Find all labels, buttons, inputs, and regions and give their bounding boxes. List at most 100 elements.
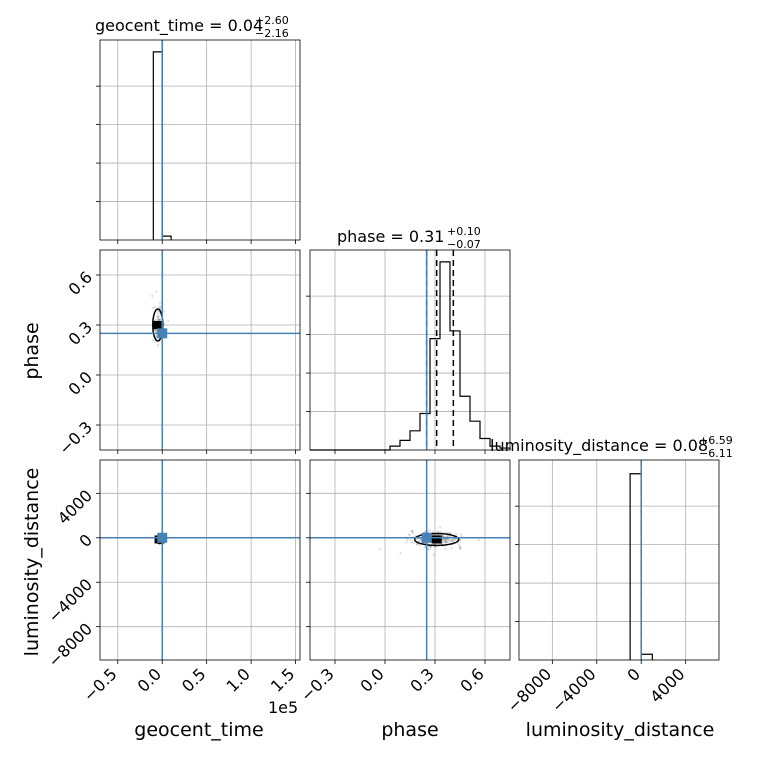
y-tick-label: 0.0 — [65, 368, 96, 399]
sample-point — [151, 306, 154, 310]
sample-point — [418, 543, 422, 547]
x-tick-labels-geocent-time: −0.5 0.0 0.5 1.0 1.5 — [80, 664, 299, 705]
sample-point — [442, 535, 445, 538]
sample-point — [157, 314, 161, 318]
svg-text:+0.10: +0.10 — [447, 225, 481, 238]
sample-point — [378, 547, 381, 551]
sample-point — [427, 548, 431, 551]
sample-point — [415, 542, 419, 546]
sample-point — [431, 530, 434, 534]
sample-point — [446, 540, 450, 544]
sample-point — [443, 538, 447, 542]
sample-point — [410, 530, 413, 534]
sample-point — [450, 540, 454, 543]
y-tick-label: 4000 — [54, 486, 96, 528]
y-axis-label-luminosity-distance: luminosity_distance — [21, 468, 43, 657]
samples — [100, 250, 300, 450]
sample-point — [439, 526, 442, 529]
x-tick-label: 1.0 — [223, 664, 254, 695]
truth-marker — [157, 532, 168, 543]
sample-point — [410, 541, 413, 544]
panel-hist-geocent-time — [96, 39, 301, 244]
y-tick-label: 0.3 — [65, 318, 96, 349]
panel-frame — [99, 459, 301, 661]
sample-point — [416, 543, 419, 546]
x-tick-label: 0.0 — [356, 664, 387, 695]
panel-distance-vs-phase — [306, 459, 511, 664]
panel-frame — [99, 249, 301, 451]
svg-text:geocent_time = 0.04: geocent_time = 0.04 — [95, 16, 263, 36]
samples — [310, 460, 510, 660]
x-tick-label: −0.5 — [80, 664, 121, 705]
sample-point — [423, 545, 426, 549]
sample-point — [458, 545, 462, 549]
sample-point — [458, 545, 461, 548]
x-tick-label: 0.0 — [134, 664, 165, 695]
sample-point — [453, 538, 456, 541]
sample-point — [154, 335, 158, 338]
sample-point — [155, 290, 158, 294]
sample-point — [428, 528, 431, 532]
histogram-step — [310, 261, 511, 451]
x-tick-label: 0.5 — [178, 664, 209, 695]
sample-point — [409, 538, 412, 542]
sample-point — [405, 540, 408, 544]
sample-point — [445, 538, 449, 541]
sample-point — [159, 305, 163, 308]
y-tick-label: 0 — [75, 530, 96, 551]
x-tick-label: 0.6 — [456, 664, 487, 695]
sample-point — [444, 539, 448, 543]
svg-text:+2.60: +2.60 — [255, 14, 289, 27]
sample-point — [399, 551, 402, 555]
sample-point — [166, 319, 170, 323]
sample-point — [412, 541, 415, 544]
sample-point — [441, 538, 444, 541]
x-axis-label-geocent-time: geocent_time — [134, 719, 263, 741]
sample-point — [458, 547, 462, 550]
y-tick-label: −8000 — [44, 619, 96, 671]
sample-point — [452, 540, 456, 543]
sample-point — [156, 344, 160, 347]
contour — [413, 532, 460, 547]
sample-point — [455, 533, 458, 536]
sample-point — [451, 539, 454, 542]
sample-point — [418, 539, 421, 542]
y-axis-label-phase: phase — [21, 322, 43, 379]
samples — [100, 460, 300, 660]
y-tick-label: −0.3 — [55, 418, 96, 459]
panel-hist-phase — [306, 249, 511, 454]
x-tick-label: −8000 — [503, 664, 555, 716]
sample-point — [158, 318, 161, 321]
x-tick-label: −0.3 — [297, 664, 338, 705]
svg-text:−6.11: −6.11 — [699, 447, 733, 460]
sample-point — [458, 538, 462, 542]
sample-point — [156, 318, 160, 321]
sample-point — [423, 530, 426, 533]
sample-point — [443, 538, 446, 541]
sample-point — [428, 545, 431, 548]
svg-text:+6.59: +6.59 — [699, 434, 733, 447]
sample-point — [429, 546, 433, 549]
sample-point — [151, 338, 154, 342]
sample-point — [154, 329, 158, 332]
title-luminosity-distance: luminosity_distance = 0.08 +6.59 −6.11 — [490, 434, 733, 460]
x-tick-label: 0.3 — [406, 664, 437, 695]
sample-point — [443, 539, 446, 542]
sample-point — [457, 542, 460, 545]
x-tick-label: 1.5 — [267, 664, 298, 695]
svg-text:luminosity_distance = 0.08: luminosity_distance = 0.08 — [490, 436, 708, 456]
sample-point — [448, 539, 451, 542]
sample-point — [158, 301, 162, 304]
sample-point — [153, 306, 157, 309]
panel-frame — [518, 459, 720, 661]
sample-point — [436, 530, 439, 533]
sample-point — [412, 532, 415, 535]
y-tick-label: −4000 — [44, 575, 96, 627]
sample-point — [432, 553, 435, 557]
sample-point — [411, 530, 414, 533]
sample-point — [459, 533, 463, 536]
sample-point — [418, 538, 422, 541]
sample-point — [449, 539, 453, 542]
